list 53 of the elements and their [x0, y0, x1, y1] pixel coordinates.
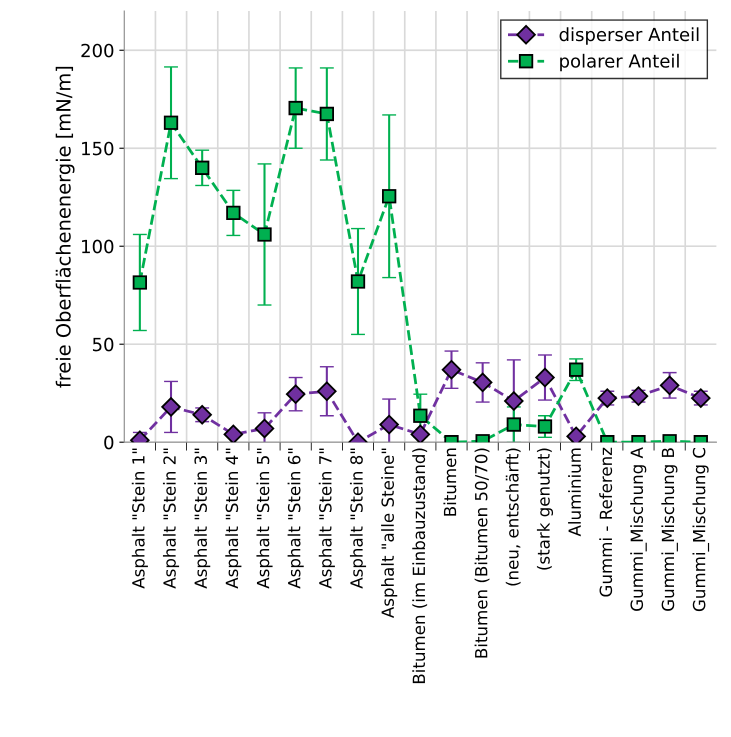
point	[410, 424, 430, 442]
point	[382, 189, 396, 204]
x-tick-label: Asphalt "Stein 5"	[256, 448, 273, 589]
x-tick-label: Asphalt "Stein 3"	[194, 448, 210, 589]
legend-label: polarer Anteil	[560, 54, 679, 72]
x-tick-label: Bitumen (im Einbauzustand)	[412, 448, 428, 684]
point	[568, 362, 584, 377]
point	[472, 372, 492, 392]
x-tick-label: Gummi_Mischung A	[630, 447, 647, 611]
point	[506, 417, 521, 432]
point	[442, 360, 462, 380]
point	[286, 384, 306, 404]
point	[379, 414, 399, 434]
x-tick-label: Aluminium	[568, 448, 581, 536]
y-tick-label: 100	[82, 240, 114, 254]
point	[535, 368, 555, 388]
point	[164, 116, 178, 130]
x-tick-label: Asphalt "Stein 1"	[132, 448, 148, 589]
x-tick-label: Asphalt "Stein 4"	[225, 448, 242, 589]
point	[628, 386, 648, 406]
point	[161, 397, 181, 417]
x-tick-label: Gummi_Mischung C	[692, 448, 710, 612]
point	[257, 227, 272, 242]
y-tick-label: 150	[82, 142, 114, 156]
x-tick-label: (stark genutzt)	[536, 448, 554, 570]
x-tick-label: Gummi_Mischung B	[661, 448, 678, 611]
x-tick-label: Asphalt "Stein 6"	[288, 448, 304, 589]
y-tick-label: 200	[81, 44, 114, 58]
point	[317, 382, 337, 401]
point	[254, 418, 274, 438]
point	[226, 206, 240, 220]
x-tick-label: Gummi - Referenz	[599, 448, 612, 597]
point	[538, 419, 552, 434]
point	[288, 100, 303, 116]
point	[413, 408, 428, 423]
x-tick-label: Bitumen	[443, 448, 456, 516]
legend-label: disperser Anteil	[560, 27, 698, 45]
x-tick-label: (neu, entschärft)	[506, 448, 521, 586]
x-tick-label: Asphalt "Stein 2"	[162, 448, 180, 589]
x-tick-label: Asphalt "Stein 7"	[318, 448, 335, 589]
point	[132, 275, 148, 290]
point	[224, 424, 244, 442]
x-tick-label: Asphalt "Stein 8"	[350, 448, 366, 589]
y-tick-label: 0	[104, 436, 114, 450]
point	[660, 376, 680, 396]
point	[195, 160, 210, 175]
x-tick-label: Bitumen (Bitumen 50/70)	[474, 448, 490, 658]
point	[504, 391, 524, 411]
y-axis-title: freie Oberflächenenergie [mN/m]	[56, 66, 75, 388]
y-tick-label: 50	[92, 338, 114, 352]
x-tick-label: Asphalt "alle Steine"	[381, 448, 398, 618]
point	[320, 106, 334, 122]
point	[350, 274, 366, 289]
